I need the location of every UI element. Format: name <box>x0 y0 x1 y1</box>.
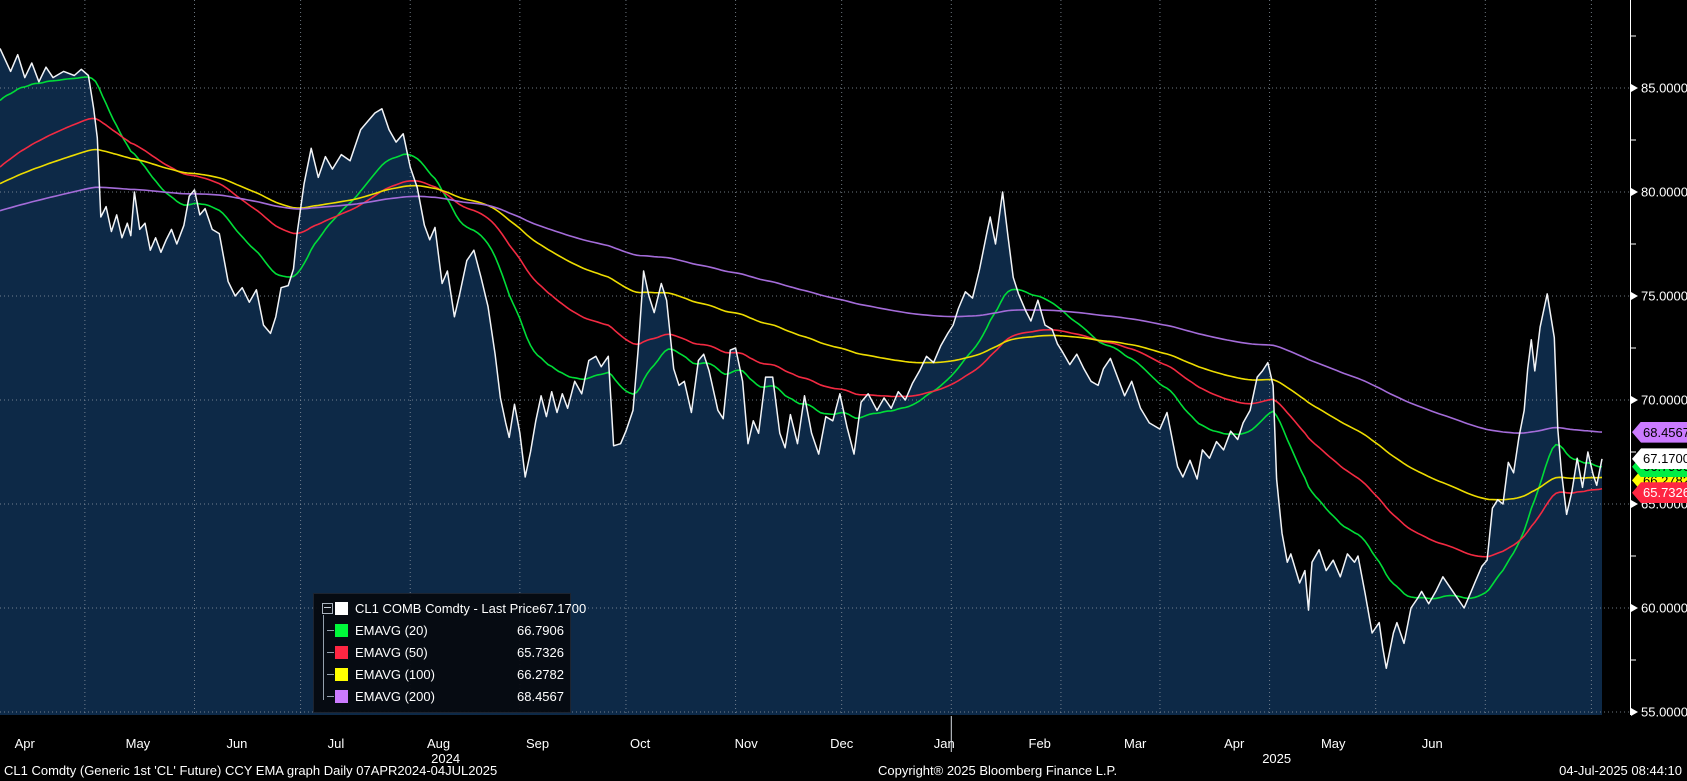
legend-row-emavg50[interactable]: EMAVG (50) 65.7326 <box>318 641 564 663</box>
price-tag-ema50: 65.7326 <box>1632 482 1687 504</box>
y-tick-arrow-icon <box>1631 188 1638 196</box>
y-axis-label: 55.0000 <box>1641 705 1687 720</box>
series-swatch-emavg200 <box>335 689 348 703</box>
month-label: Jan <box>934 736 955 751</box>
legend-value: 66.7906 <box>517 622 564 638</box>
series-swatch-emavg100 <box>335 667 348 681</box>
y-tick-arrow-icon <box>1631 84 1638 92</box>
month-label: May <box>126 736 151 751</box>
series-swatch-emavg20 <box>335 623 348 637</box>
y-tick-arrow-icon <box>1631 396 1638 404</box>
legend-label: EMAVG (20) <box>355 622 428 638</box>
legend-row-last-price[interactable]: CL1 COMB Comdty - Last Price 67.1700 <box>318 597 586 619</box>
price-tag-last-price: 67.1700 <box>1632 448 1687 470</box>
legend-row-emavg200[interactable]: EMAVG (200) 68.4567 <box>318 685 564 707</box>
chart-legend[interactable]: CL1 COMB Comdty - Last Price 67.1700 EMA… <box>313 593 586 713</box>
y-tick-arrow-icon <box>1631 292 1638 300</box>
month-label: Dec <box>830 736 854 751</box>
year-label: 2024 <box>431 751 460 766</box>
legend-label: EMAVG (200) <box>355 688 435 704</box>
y-axis-label: 60.0000 <box>1641 601 1687 616</box>
legend-value: 66.2782 <box>517 666 564 682</box>
tree-branch-icon <box>327 674 334 675</box>
legend-label: CL1 COMB Comdty - Last Price <box>355 600 540 616</box>
legend-label: EMAVG (50) <box>355 644 428 660</box>
ema-line-200 <box>0 186 1603 434</box>
legend-label: EMAVG (100) <box>355 666 435 682</box>
chart-title: CL1 Comdty (Generic 1st 'CL' Future) CCY… <box>4 763 498 778</box>
ema-line-50 <box>0 117 1603 558</box>
y-axis-label: 70.0000 <box>1641 393 1687 408</box>
legend-value: 65.7326 <box>517 644 564 660</box>
month-label: Apr <box>15 736 36 751</box>
collapse-box-icon[interactable] <box>322 603 333 614</box>
legend-value: 67.1700 <box>539 600 587 616</box>
month-label: Jun <box>1422 736 1443 751</box>
ema-line-100 <box>0 148 1603 501</box>
footer-bar: CL1 Comdty (Generic 1st 'CL' Future) CCY… <box>0 763 1687 781</box>
month-label: Nov <box>735 736 759 751</box>
month-label: Feb <box>1029 736 1051 751</box>
tree-branch-icon <box>327 696 334 697</box>
month-label: Oct <box>630 736 651 751</box>
timestamp: 04-Jul-2025 08:44:10 <box>1559 763 1682 778</box>
month-label: Apr <box>1224 736 1245 751</box>
y-axis-label: 80.0000 <box>1641 185 1687 200</box>
month-label: Mar <box>1124 736 1147 751</box>
series-swatch-last-price <box>335 601 348 615</box>
y-tick-arrow-icon <box>1631 708 1638 716</box>
legend-value: 68.4567 <box>517 688 564 704</box>
month-label: May <box>1321 736 1346 751</box>
month-label: Jun <box>226 736 247 751</box>
price-area-fill <box>0 48 1602 715</box>
month-label: Jul <box>328 736 345 751</box>
y-tick-arrow-icon <box>1631 500 1638 508</box>
ema-line-20 <box>0 76 1603 600</box>
year-label: 2025 <box>1262 751 1291 766</box>
copyright-text: Copyright® 2025 Bloomberg Finance L.P. <box>878 763 1118 778</box>
series-swatch-emavg50 <box>335 645 348 659</box>
legend-tree-rail <box>323 615 324 700</box>
y-tick-arrow-icon <box>1631 604 1638 612</box>
last-price-line <box>0 48 1603 670</box>
tree-branch-icon <box>327 630 334 631</box>
legend-row-emavg20[interactable]: EMAVG (20) 66.7906 <box>318 619 564 641</box>
legend-row-emavg100[interactable]: EMAVG (100) 66.2782 <box>318 663 564 685</box>
price-tag-ema200: 68.4567 <box>1632 421 1687 443</box>
y-axis-label: 75.0000 <box>1641 289 1687 304</box>
tree-branch-icon <box>327 652 334 653</box>
month-label: Aug <box>427 736 450 751</box>
y-axis-label: 85.0000 <box>1641 81 1687 96</box>
month-label: Sep <box>526 736 549 751</box>
